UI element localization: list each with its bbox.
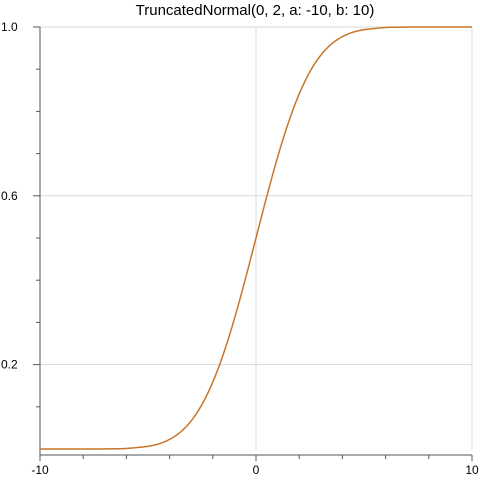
x-tick-label-1: 0 [253,463,260,477]
x-tick-label-0: -10 [31,463,49,477]
tick-label-layer: -10 0 10 0.2 0.6 1.0 [1,20,479,477]
x-tick-label-2: 10 [465,463,479,477]
series-layer [40,26,472,450]
chart-title: TruncatedNormal(0, 2, a: -10, b: 10) [136,2,375,19]
y-tick-label-0: 0.2 [1,358,18,372]
axis-layer [33,26,473,461]
y-tick-label-1: 0.6 [1,189,18,203]
cdf-series-line-0 [40,26,472,450]
y-tick-label-2: 1.0 [1,20,18,34]
